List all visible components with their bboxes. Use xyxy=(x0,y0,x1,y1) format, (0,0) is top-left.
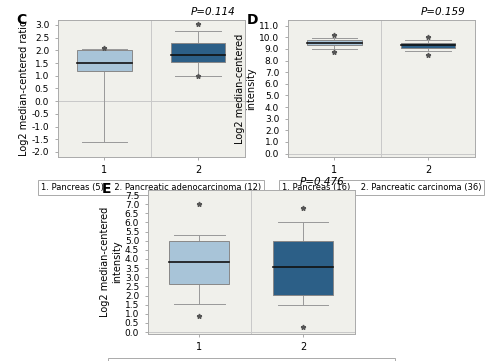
Text: 1. Pancreas (5)    2. Pancreatic adenocarcinoma (12): 1. Pancreas (5) 2. Pancreatic adenocarci… xyxy=(41,183,262,192)
Text: E: E xyxy=(102,182,112,196)
Text: 1. Pancreas (16)    2. Pancreatic carcinoma (36): 1. Pancreas (16) 2. Pancreatic carcinoma… xyxy=(282,183,481,192)
Y-axis label: Log2 median-centered
intensity: Log2 median-centered intensity xyxy=(234,33,256,144)
Text: P=0.159: P=0.159 xyxy=(421,7,466,17)
Text: P=0.114: P=0.114 xyxy=(191,7,236,17)
Bar xyxy=(401,43,456,48)
Y-axis label: Log2 median-centered
intensity: Log2 median-centered intensity xyxy=(100,206,122,317)
Bar xyxy=(307,40,362,45)
Bar xyxy=(171,43,226,62)
Text: C: C xyxy=(16,13,26,27)
Y-axis label: Log2 median-centered ratio: Log2 median-centered ratio xyxy=(19,21,29,156)
Bar xyxy=(77,50,132,71)
Text: P=0.476: P=0.476 xyxy=(300,177,344,187)
Bar xyxy=(170,241,230,284)
Bar xyxy=(273,241,333,295)
Text: D: D xyxy=(246,13,258,27)
